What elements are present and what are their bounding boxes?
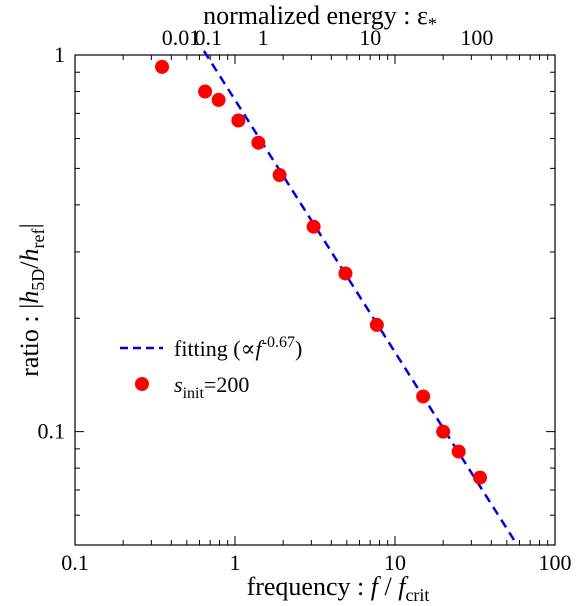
data-point: [251, 135, 266, 150]
legend: fitting (∝f-0.67) sinit=200: [120, 334, 302, 402]
legend-marker-sinit: [135, 377, 149, 391]
data-point: [272, 168, 287, 183]
data-point: [473, 470, 488, 485]
data-point: [436, 424, 451, 439]
data-point: [155, 59, 170, 74]
x-axis-title: frequency : f / fcrit: [247, 572, 430, 605]
fitting-line: [202, 50, 519, 546]
top-tick-label: 0.1: [194, 25, 222, 50]
top-tick-label: 0.01: [162, 25, 201, 50]
y-axis-title: ratio : |h5D/href|: [15, 223, 48, 377]
data-point: [211, 92, 226, 107]
plot-frame: [74, 54, 556, 546]
data-point: [231, 113, 246, 128]
data-point: [306, 219, 321, 234]
top-tick-label: 10: [359, 25, 381, 50]
top-axis-title: normalized energy : ε*: [203, 1, 437, 34]
data-point: [416, 389, 431, 404]
data-point: [198, 84, 213, 99]
y-tick-label: 0.1: [38, 419, 66, 444]
top-tick-label: 100: [460, 25, 493, 50]
y-tick-label: 1: [54, 42, 65, 67]
legend-label-fitting: fitting (∝f-0.67): [174, 334, 302, 361]
x-tick-label: 100: [539, 550, 572, 575]
data-point: [451, 444, 466, 459]
x-tick-label: 0.1: [61, 550, 89, 575]
legend-label-sinit: sinit=200: [174, 372, 249, 402]
data-point: [369, 317, 384, 332]
data-point: [338, 266, 353, 281]
top-tick-label: 1: [258, 25, 269, 50]
x-tick-label: 1: [230, 550, 241, 575]
x-tick-label: 10: [384, 550, 406, 575]
